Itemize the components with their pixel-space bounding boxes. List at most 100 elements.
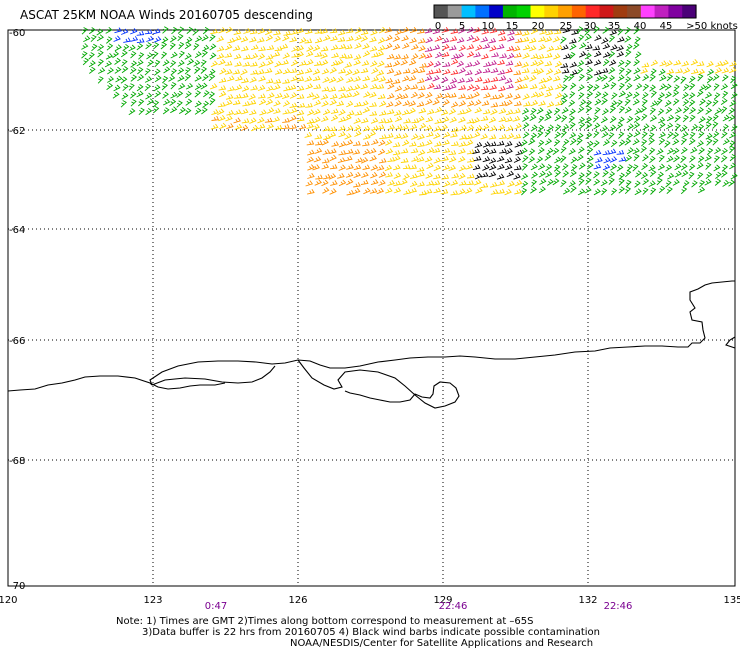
wind-barb — [386, 53, 395, 60]
wind-barb — [568, 99, 576, 107]
wind-barb — [488, 164, 497, 171]
wind-barb — [346, 125, 354, 132]
wind-barb — [633, 153, 640, 162]
wind-barb — [257, 37, 265, 43]
wind-barb — [184, 42, 192, 50]
wind-barb — [689, 82, 696, 91]
wind-barb — [689, 114, 696, 123]
wind-barb — [346, 164, 354, 170]
wind-barb — [168, 74, 176, 82]
wind-barb — [608, 51, 616, 59]
wind-barb — [426, 162, 434, 170]
wind-barb — [489, 94, 498, 100]
wind-barb — [538, 36, 546, 42]
wind-barb — [360, 117, 369, 124]
wind-barb — [521, 75, 530, 81]
wind-barb — [659, 60, 667, 67]
wind-barb — [610, 188, 618, 196]
wind-barb — [640, 145, 647, 154]
wind-barb — [402, 100, 411, 107]
wind-barb — [523, 101, 531, 107]
wind-barb — [722, 90, 729, 99]
wind-barb — [288, 84, 297, 91]
wind-barb — [376, 165, 385, 171]
wind-barb — [624, 186, 632, 195]
wind-barb — [432, 147, 441, 153]
wind-barb — [531, 171, 538, 179]
wind-barb — [112, 91, 120, 99]
wind-barb — [227, 86, 236, 92]
wind-barb — [459, 134, 467, 140]
wind-barb — [456, 52, 465, 59]
wind-barb — [170, 91, 178, 99]
wind-barb — [489, 125, 497, 132]
wind-barb — [579, 42, 587, 50]
wind-barb — [96, 28, 104, 36]
wind-barb — [664, 140, 671, 148]
wind-barb — [120, 50, 128, 58]
wind-barb — [402, 139, 410, 147]
wind-barb — [290, 75, 299, 82]
svg-text:-70: -70 — [9, 581, 25, 592]
wind-barb — [498, 108, 507, 114]
wind-barb — [674, 163, 682, 171]
wind-barb — [680, 76, 687, 84]
wind-barb — [617, 116, 625, 124]
wind-barb — [705, 132, 713, 140]
wind-barb — [657, 163, 666, 171]
wind-barb — [329, 99, 337, 106]
wind-barb — [705, 171, 713, 179]
wind-barb — [537, 163, 546, 171]
wind-barb — [450, 101, 459, 108]
wind-barb — [130, 74, 138, 82]
wind-barb — [570, 69, 578, 76]
wind-barb — [400, 59, 408, 66]
wind-barb — [314, 134, 323, 140]
wind-barb — [402, 42, 410, 49]
wind-barb — [593, 163, 602, 170]
wind-barb — [400, 157, 409, 163]
wind-barb — [402, 68, 411, 74]
wind-barb — [530, 27, 539, 35]
latitude-labels: -60 -62 -64 -66 -68 -70 — [9, 28, 25, 592]
wind-barb — [730, 91, 738, 99]
legend-swatch — [516, 5, 532, 18]
wind-barb — [187, 58, 195, 66]
wind-barb — [107, 67, 114, 75]
wind-barb — [458, 172, 466, 180]
wind-barb — [418, 107, 427, 114]
wind-barb — [120, 100, 127, 108]
wind-barb — [569, 138, 577, 146]
wind-barb — [442, 164, 451, 171]
wind-barb — [490, 102, 499, 108]
wind-barb — [465, 93, 474, 100]
wind-barb — [505, 125, 514, 132]
wind-barb — [306, 92, 315, 98]
wind-barb — [370, 172, 378, 179]
wind-barb — [505, 164, 513, 171]
wind-barb — [153, 106, 160, 114]
wind-barb — [555, 83, 563, 90]
wind-barb — [490, 108, 498, 116]
wind-barb — [426, 69, 434, 75]
wind-barb — [576, 132, 584, 140]
wind-barb — [432, 28, 441, 35]
wind-barb — [121, 92, 129, 100]
wind-barb — [506, 45, 515, 52]
wind-barb — [401, 53, 409, 60]
wind-barb — [657, 108, 665, 116]
wind-barb — [674, 115, 681, 123]
wind-barb — [121, 66, 129, 74]
wind-barb — [528, 156, 536, 164]
wind-barb — [352, 84, 361, 91]
wind-barb — [162, 75, 169, 84]
wind-barb — [424, 46, 433, 52]
wind-barb — [392, 142, 401, 148]
wind-barb — [217, 102, 226, 108]
wind-barb — [633, 67, 641, 75]
wind-barb — [194, 107, 202, 115]
wind-barb — [633, 130, 641, 138]
wind-barb — [345, 27, 354, 34]
wind-barb — [560, 97, 568, 106]
wind-barb — [697, 155, 705, 163]
